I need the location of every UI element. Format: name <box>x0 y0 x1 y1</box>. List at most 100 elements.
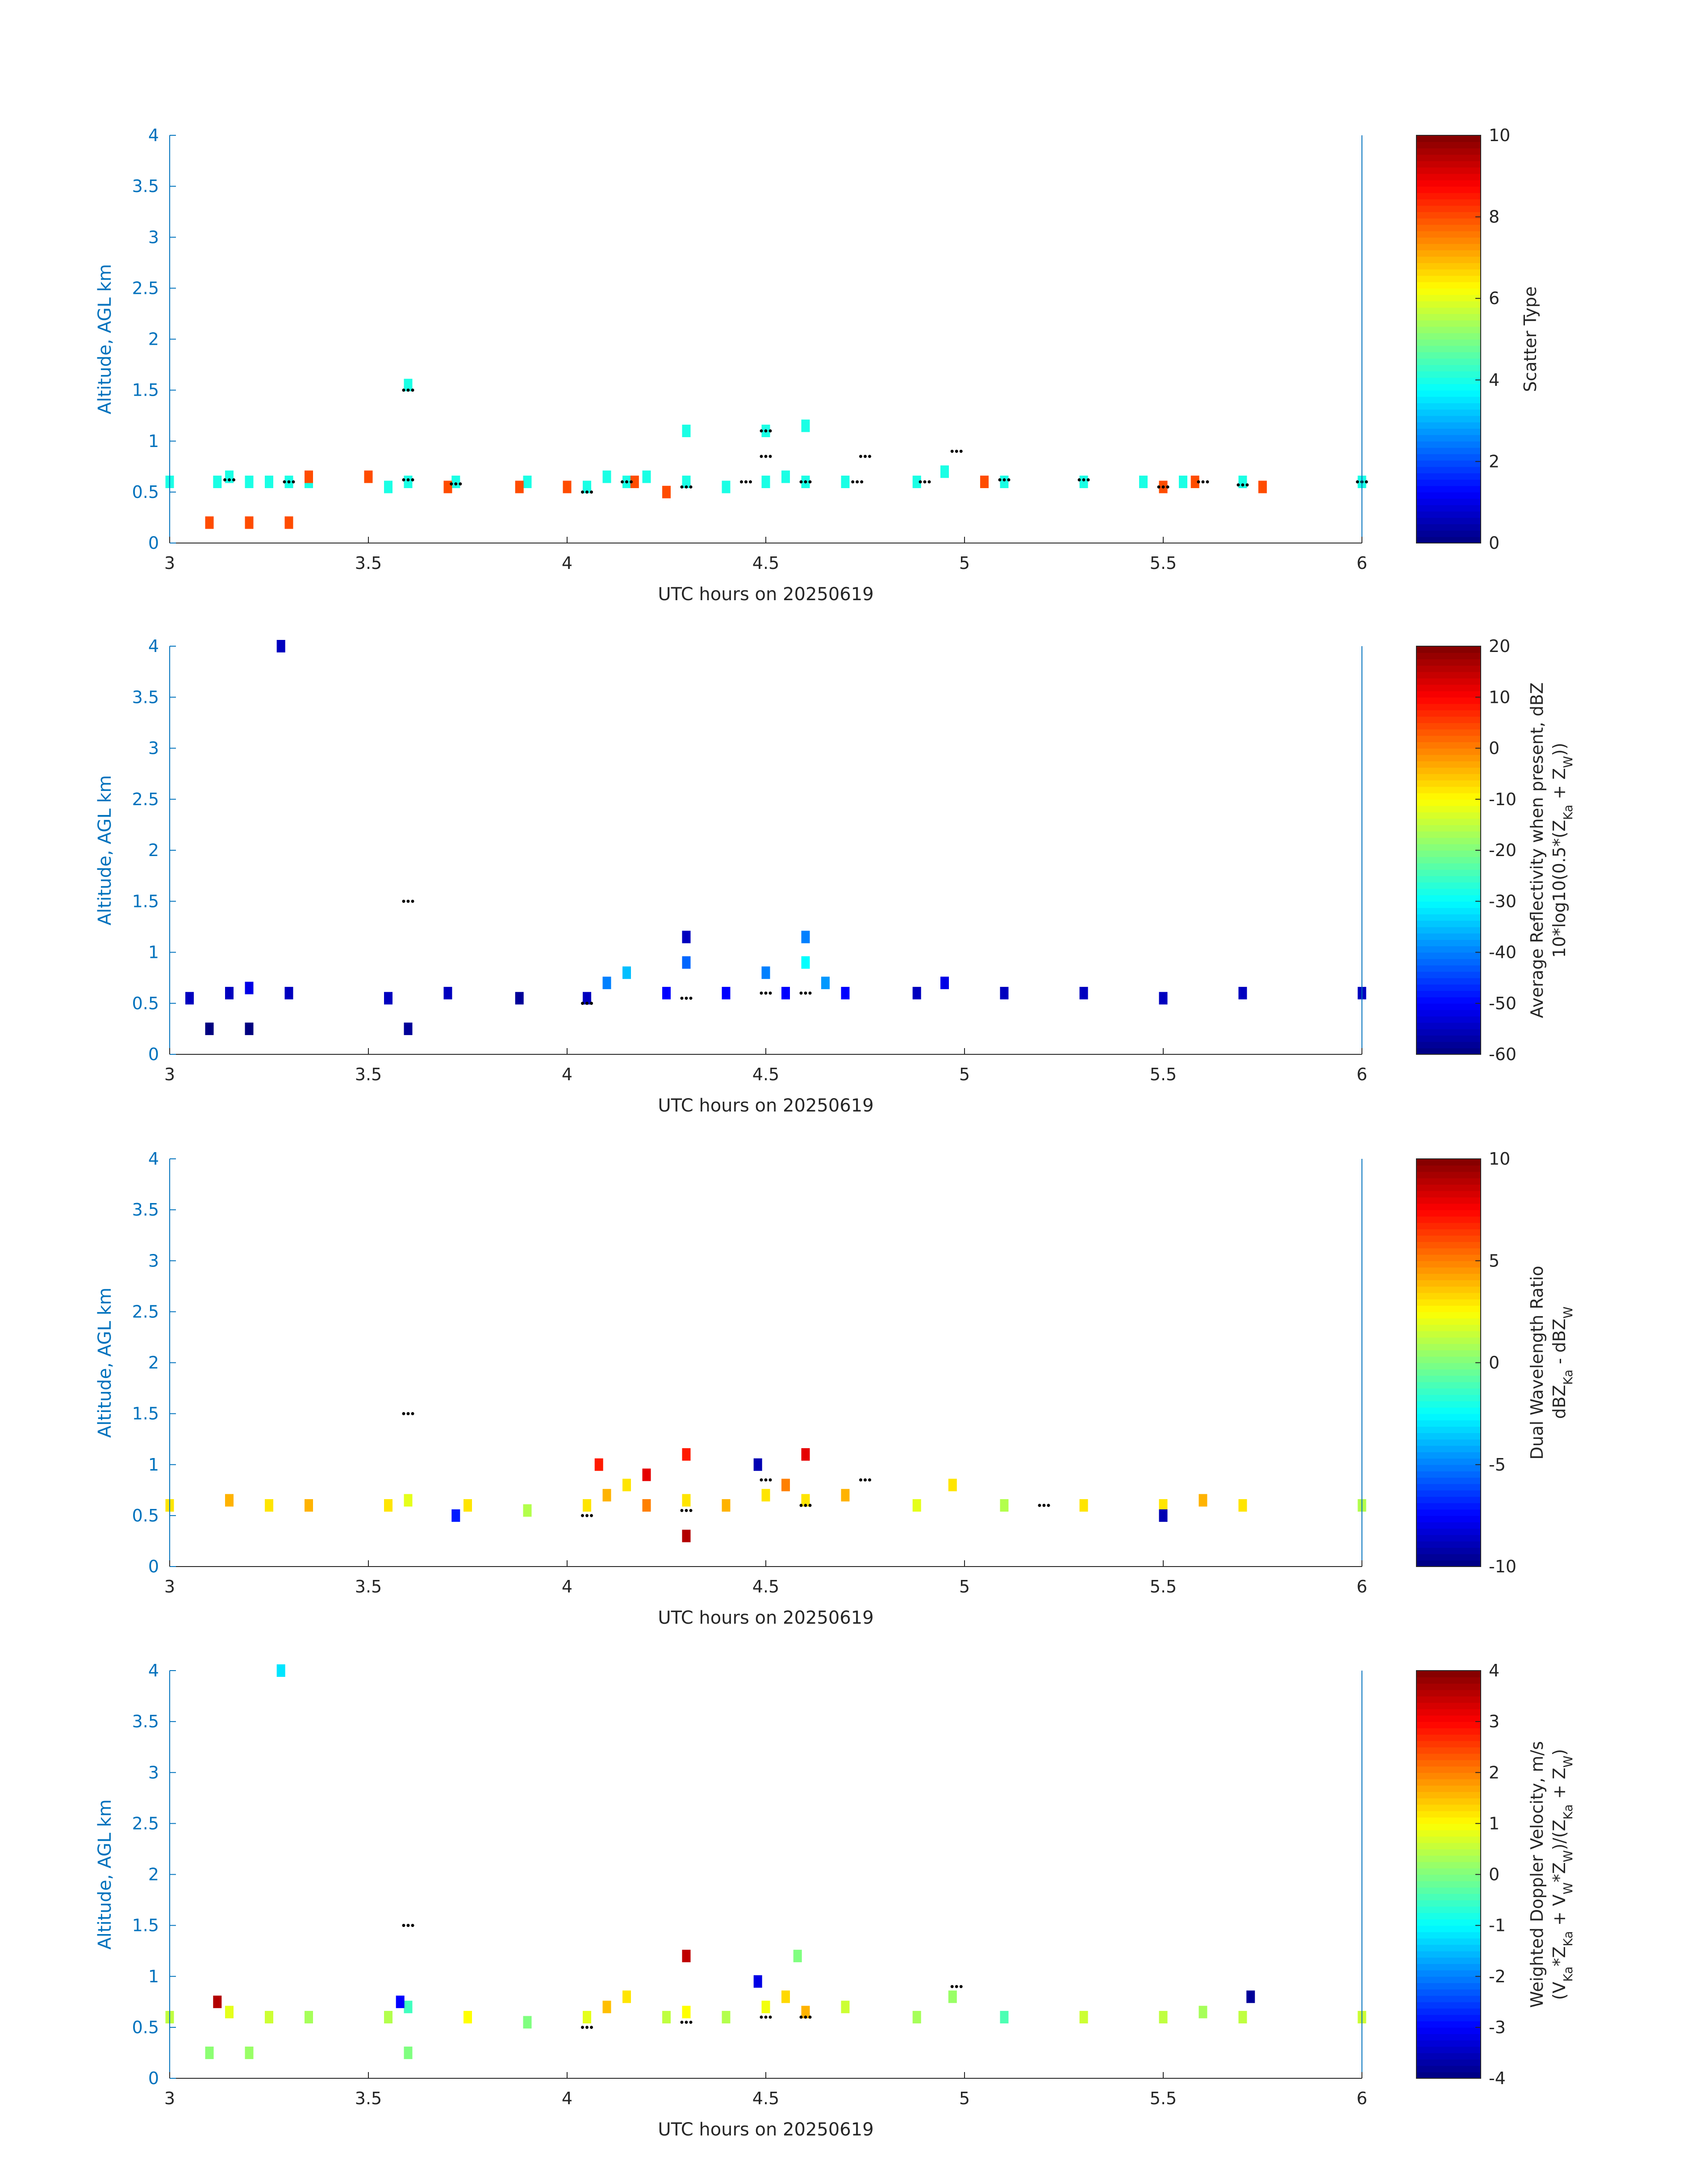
x-tick-label: 5 <box>959 1577 970 1596</box>
chart-panel-1: 0 0.5 1 1.5 2 2.5 3 3.5 4 3 3.5 4 4.5 5 5.5 6 UTC hours … <box>95 125 1540 605</box>
colorbar-segment <box>1416 333 1481 340</box>
label-text: dBZ <box>1549 1385 1569 1419</box>
colorbar-segment <box>1416 1490 1481 1497</box>
track-point <box>625 480 628 484</box>
colorbar-segment <box>1416 831 1481 838</box>
colorbar-segment <box>1416 1734 1481 1741</box>
colorbar-segment <box>1416 1254 1481 1262</box>
colorbar-segment <box>1416 428 1481 435</box>
track-point <box>406 478 410 481</box>
colorbar-segment <box>1416 703 1481 710</box>
data-cell <box>662 986 671 999</box>
colorbar-tick-label: -20 <box>1489 840 1516 860</box>
colorbar-segment <box>1416 218 1481 225</box>
colorbar-segment <box>1416 1766 1481 1773</box>
colorbar-segment <box>1416 882 1481 889</box>
x-tick-label: 3.5 <box>355 1577 382 1596</box>
y-tick-label: 4 <box>148 1149 159 1169</box>
colorbar-segment <box>1416 1362 1481 1370</box>
track-point <box>1007 478 1011 481</box>
colorbar-segment <box>1416 1382 1481 1389</box>
data-cell <box>583 1499 591 1512</box>
colorbar-segment <box>1416 536 1481 543</box>
y-tick-label: 2.5 <box>132 790 159 809</box>
data-cell <box>364 470 373 483</box>
colorbar-tick-label: 10 <box>1489 1149 1510 1169</box>
colorbar-segment <box>1416 901 1481 908</box>
label-text: *Z <box>1549 1862 1569 1882</box>
colorbar-segment <box>1416 1689 1481 1696</box>
colorbar-formula: 10*log10(0.5*(ZKa + ZW)) <box>1549 743 1575 958</box>
x-tick-label: 3.5 <box>355 553 382 573</box>
data-cell <box>276 640 285 652</box>
colorbar-segment <box>1416 224 1481 231</box>
colorbar-segment <box>1416 447 1481 455</box>
colorbar-segment <box>1416 237 1481 244</box>
data-cell <box>1199 1494 1207 1507</box>
colorbar-segment <box>1416 1041 1481 1049</box>
colorbar-segment <box>1416 2046 1481 2053</box>
data-cell <box>602 1489 611 1502</box>
track-point <box>1086 478 1090 481</box>
data-cell <box>948 1990 957 2003</box>
y-tick-label: 0.5 <box>132 482 159 502</box>
colorbar-segment <box>1416 1849 1481 1856</box>
data-cell <box>404 1494 413 1507</box>
track-point <box>590 2026 593 2029</box>
x-tick-label: 3 <box>164 2089 175 2108</box>
data-cell <box>245 516 254 529</box>
colorbar-tick-label: 4 <box>1489 370 1499 390</box>
data-cell <box>1199 2006 1207 2018</box>
data-cell <box>515 992 524 1005</box>
track-point <box>768 455 772 458</box>
y-tick-label: 1.5 <box>132 1916 159 1935</box>
colorbar-segment <box>1416 1964 1481 1971</box>
colorbar-segment <box>1416 1228 1481 1236</box>
colorbar-segment <box>1416 1534 1481 1542</box>
colorbar-segment <box>1416 167 1481 174</box>
colorbar-segment <box>1416 1515 1481 1522</box>
x-tick-label: 4.5 <box>752 553 779 573</box>
y-tick-label: 0 <box>148 2068 159 2088</box>
data-cell <box>443 986 452 999</box>
colorbar-segment <box>1416 1925 1481 1932</box>
data-cell <box>753 1975 762 1988</box>
data-cell <box>682 1448 691 1461</box>
x-tick-label: 4.5 <box>752 1577 779 1596</box>
data-cell <box>404 2046 413 2059</box>
colorbar-segment <box>1416 243 1481 251</box>
track-point <box>689 2020 693 2024</box>
track-point <box>1365 480 1368 484</box>
data-cell <box>801 1448 810 1461</box>
track-point <box>808 2015 812 2019</box>
data-cell <box>1079 476 1088 489</box>
x-tick-label: 3.5 <box>355 2089 382 2108</box>
colorbar-segment <box>1416 205 1481 212</box>
track-point <box>760 1478 763 1482</box>
colorbar-tick-label: 0 <box>1489 533 1499 553</box>
x-tick-label: 4 <box>562 1577 572 1596</box>
track-point <box>923 480 927 484</box>
colorbar-segment <box>1416 761 1481 768</box>
colorbar-segment <box>1416 1944 1481 1951</box>
colorbar-segment <box>1416 1159 1481 1166</box>
data-cell <box>1258 481 1267 493</box>
y-tick-label: 3 <box>148 1251 159 1270</box>
track-point <box>851 480 855 484</box>
track-point <box>804 991 807 995</box>
colorbar-segment <box>1416 307 1481 314</box>
colorbar-segment <box>1416 212 1481 219</box>
data-cell <box>1246 1990 1255 2003</box>
colorbar-segment <box>1416 1413 1481 1421</box>
data-cell <box>1000 476 1009 489</box>
colorbar-segment <box>1416 1683 1481 1690</box>
data-cell <box>1000 2011 1009 2024</box>
colorbar-segment <box>1416 142 1481 149</box>
colorbar-segment <box>1416 1375 1481 1383</box>
x-tick-label: 6 <box>1357 1065 1367 1084</box>
colorbar-segment <box>1416 352 1481 359</box>
data-cell <box>841 476 850 489</box>
colorbar-segment <box>1416 958 1481 965</box>
track-point <box>859 455 862 458</box>
data-cell <box>841 1489 850 1502</box>
